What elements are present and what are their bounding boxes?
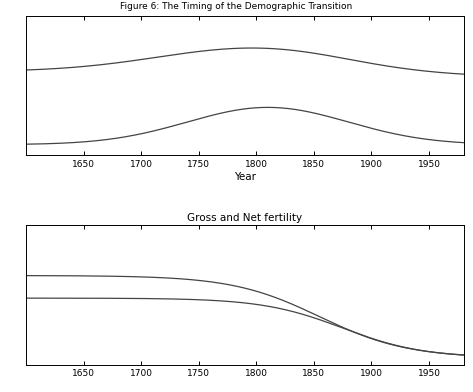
- Title: Gross and Net fertility: Gross and Net fertility: [187, 213, 302, 223]
- X-axis label: Year: Year: [234, 172, 256, 182]
- Text: Figure 6: The Timing of the Demographic Transition: Figure 6: The Timing of the Demographic …: [120, 2, 353, 11]
